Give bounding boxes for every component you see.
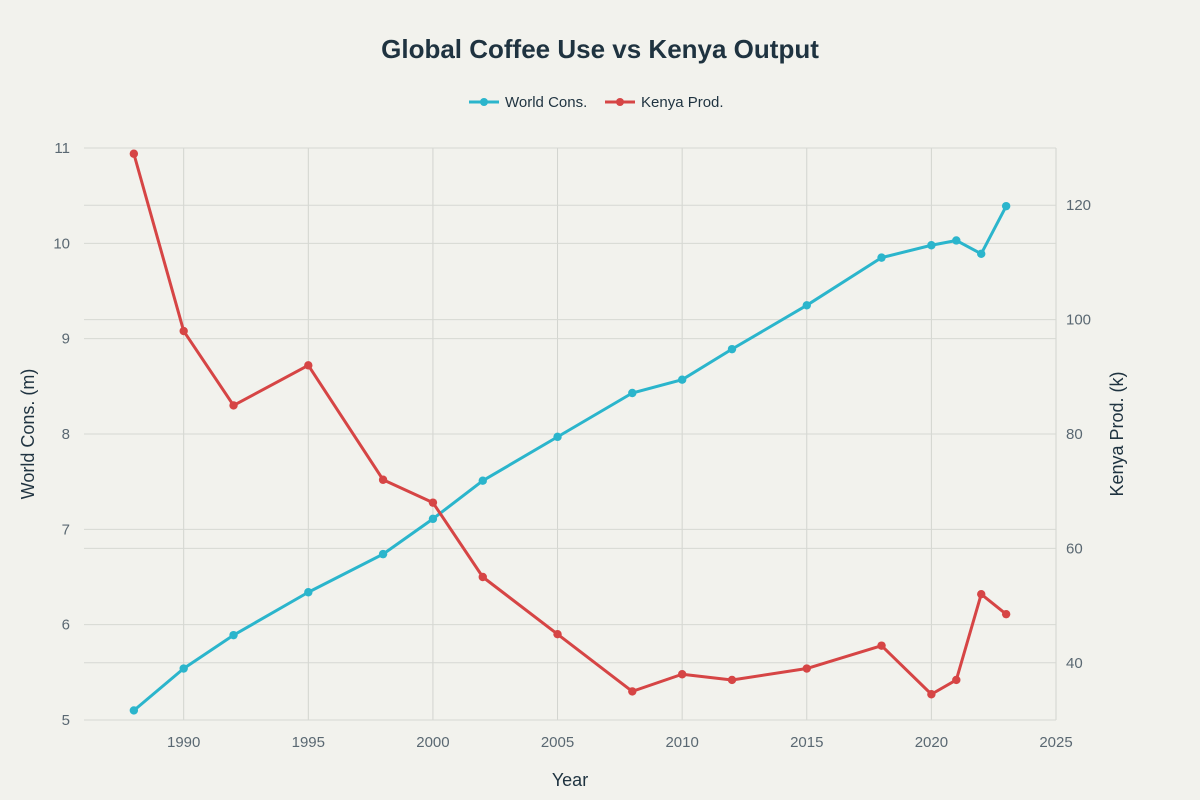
data-point-world[interactable]	[802, 301, 811, 310]
data-point-kenya[interactable]	[1001, 609, 1011, 619]
y-right-tick-label: 40	[1066, 655, 1083, 672]
y-right-tick-label: 80	[1066, 426, 1083, 443]
y-right-axis-title: Kenya Prod. (k)	[1107, 371, 1127, 496]
data-point-world[interactable]	[1001, 201, 1011, 211]
legend-item-kenya[interactable]: Kenya Prod.	[605, 94, 724, 111]
legend-label-world: World Cons.	[505, 94, 587, 111]
data-point-kenya[interactable]	[229, 401, 238, 410]
data-point-world[interactable]	[229, 630, 238, 640]
x-tick-label: 2005	[541, 734, 574, 751]
legend-label-kenya: Kenya Prod.	[641, 94, 724, 111]
y-right-tick-label: 100	[1066, 312, 1091, 329]
legend-marker-kenya	[616, 98, 624, 106]
data-point-kenya[interactable]	[952, 675, 961, 685]
data-point-world[interactable]	[478, 476, 487, 485]
data-point-kenya[interactable]	[129, 149, 139, 158]
x-tick-label: 2025	[1039, 734, 1072, 751]
data-point-kenya[interactable]	[478, 572, 487, 582]
data-point-kenya[interactable]	[677, 670, 687, 679]
x-tick-label: 2020	[915, 734, 948, 751]
grid-layer	[84, 147, 1057, 721]
data-point-kenya[interactable]	[628, 687, 637, 696]
data-point-kenya[interactable]	[927, 690, 936, 699]
x-axis-title: Year	[552, 770, 588, 790]
data-point-kenya[interactable]	[802, 664, 811, 673]
x-tick-label: 2000	[416, 734, 449, 751]
y-right-tick-label: 120	[1066, 197, 1091, 214]
data-point-kenya[interactable]	[977, 589, 986, 599]
x-tick-label: 2010	[665, 734, 698, 751]
y-left-tick-label: 7	[62, 521, 70, 538]
data-point-world[interactable]	[179, 664, 188, 673]
x-tick-label: 1990	[167, 734, 200, 751]
data-point-world[interactable]	[378, 549, 388, 559]
series-layer	[129, 149, 1011, 715]
data-point-world[interactable]	[553, 432, 562, 442]
series-line-world	[132, 204, 1008, 712]
legend[interactable]: World Cons. Kenya Prod.	[469, 94, 724, 111]
y-right-tick-label: 60	[1066, 540, 1083, 557]
y-left-tick-label: 9	[62, 331, 70, 348]
data-point-world[interactable]	[977, 249, 986, 259]
chart-title: Global Coffee Use vs Kenya Output	[381, 34, 819, 64]
data-point-kenya[interactable]	[378, 475, 388, 484]
data-point-kenya[interactable]	[304, 361, 313, 370]
y-left-tick-label: 5	[62, 712, 70, 729]
series-line-kenya	[132, 152, 1008, 696]
series-world	[129, 201, 1011, 715]
y-left-tick-label: 10	[53, 235, 70, 252]
data-point-world[interactable]	[877, 253, 886, 262]
y-left-axis-title: World Cons. (m)	[18, 369, 38, 500]
data-point-world[interactable]	[304, 588, 313, 597]
y-left-tick-label: 11	[54, 140, 70, 157]
data-point-world[interactable]	[927, 241, 936, 250]
data-point-kenya[interactable]	[553, 630, 562, 639]
series-kenya	[129, 149, 1011, 699]
y-left-tick-label: 8	[62, 426, 70, 443]
legend-marker-world	[480, 98, 488, 106]
data-point-world[interactable]	[952, 236, 961, 245]
data-point-world[interactable]	[428, 514, 438, 524]
data-point-kenya[interactable]	[179, 326, 188, 336]
axis-layer: 1990 1995 2000 2005 2010 2015 2020 2025 5 6 7 8 9 10 1…	[53, 140, 1091, 751]
legend-item-world[interactable]: World Cons.	[469, 94, 587, 111]
data-point-kenya[interactable]	[727, 675, 737, 685]
x-tick-label: 2015	[790, 734, 823, 751]
data-point-world[interactable]	[677, 375, 687, 384]
data-point-world[interactable]	[727, 344, 737, 354]
data-point-kenya[interactable]	[877, 641, 886, 650]
y-left-tick-label: 6	[62, 617, 70, 634]
data-point-world[interactable]	[628, 388, 637, 398]
x-tick-label: 1995	[292, 734, 325, 751]
data-point-world[interactable]	[129, 706, 139, 715]
data-point-kenya[interactable]	[428, 498, 438, 507]
